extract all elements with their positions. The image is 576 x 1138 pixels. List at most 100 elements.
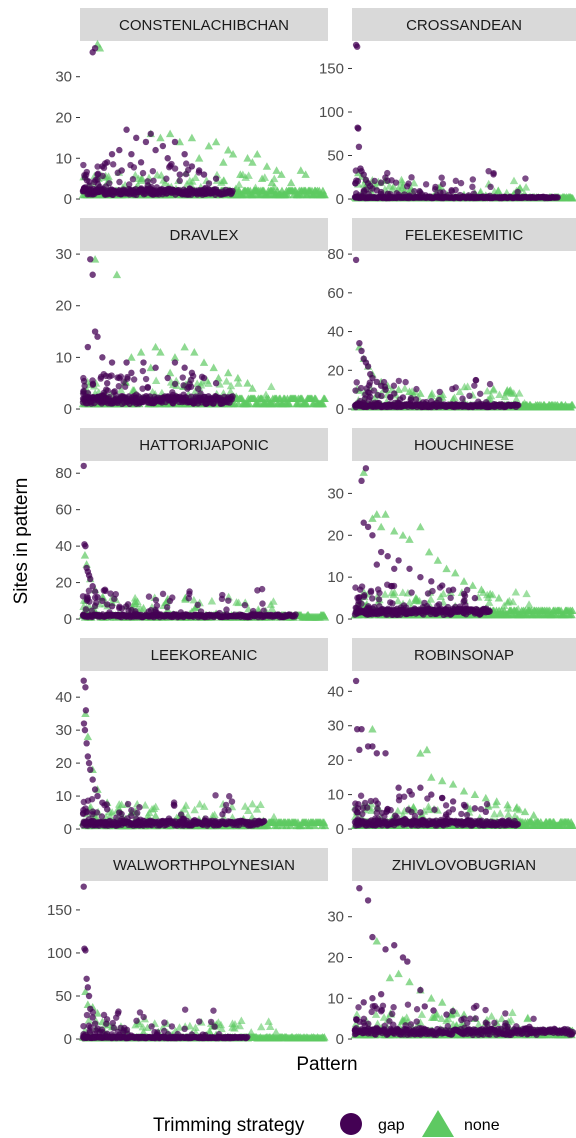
point-none (136, 604, 145, 613)
point-none (450, 393, 459, 402)
point-none (234, 180, 244, 188)
point-none (245, 399, 254, 408)
point-gap (374, 586, 382, 593)
point-gap (180, 391, 187, 398)
point-gap (375, 596, 383, 603)
point-gap (448, 187, 455, 194)
point-gap (360, 593, 368, 600)
point-gap (216, 609, 223, 617)
y-tick-label: 60 (55, 502, 72, 519)
point-none (267, 604, 277, 612)
facet-strip-label: CONSTENLACHIBCHAN (119, 17, 289, 34)
y-tick-label: 40 (327, 683, 344, 700)
point-none (269, 597, 278, 605)
point-none (80, 551, 90, 559)
point-gap (490, 169, 497, 177)
point-none (248, 158, 257, 166)
points (350, 677, 576, 829)
point-gap (466, 392, 473, 400)
y-tick-label: 10 (55, 788, 72, 805)
point-gap (412, 193, 419, 201)
point-gap (89, 377, 96, 384)
point-gap (398, 607, 405, 614)
point-gap (163, 604, 171, 611)
point-gap (436, 388, 443, 396)
point-gap (471, 382, 478, 389)
point-gap (376, 603, 383, 610)
point-none (409, 178, 419, 187)
point-gap (369, 532, 376, 539)
point-gap (355, 125, 362, 132)
point-gap (176, 177, 183, 184)
point-gap (401, 191, 408, 198)
point-gap (357, 384, 365, 392)
y-tick-label: 60 (327, 285, 344, 302)
point-gap (147, 130, 154, 137)
point-none (297, 394, 307, 403)
point-gap (88, 607, 95, 614)
point-gap (406, 565, 413, 572)
point-none (83, 732, 93, 741)
point-none (116, 385, 126, 394)
point-gap (151, 393, 158, 401)
point-gap (137, 159, 145, 166)
point-gap (403, 183, 411, 190)
point-gap (358, 347, 365, 355)
point-gap (100, 389, 108, 397)
point-none (270, 174, 279, 183)
point-gap (93, 809, 101, 816)
point-gap (116, 604, 123, 612)
point-none (233, 373, 243, 382)
point-gap (428, 578, 435, 585)
point-gap (83, 593, 91, 600)
y-tick-label: 30 (55, 722, 72, 739)
point-gap (171, 380, 179, 388)
point-gap (352, 584, 359, 591)
point-gap (80, 462, 87, 470)
point-gap (369, 595, 376, 602)
y-tick-label: 80 (55, 465, 72, 482)
point-gap (195, 167, 203, 174)
point-none (170, 353, 180, 361)
point-gap (476, 390, 484, 397)
point-gap (81, 184, 89, 191)
point-gap (353, 193, 360, 200)
points (78, 462, 330, 621)
point-gap (139, 817, 147, 824)
point-gap (417, 573, 424, 581)
point-none (191, 603, 200, 611)
point-gap (191, 816, 198, 824)
point-none (568, 193, 576, 202)
point-none (397, 183, 407, 191)
point-gap (95, 819, 103, 826)
point-gap (432, 183, 439, 191)
point-gap (212, 380, 220, 387)
point-gap (353, 604, 360, 612)
point-gap (128, 606, 135, 614)
point-none (529, 811, 538, 819)
point-gap (487, 183, 494, 191)
point-none (161, 598, 171, 606)
point-none (438, 776, 447, 785)
point-none (481, 793, 490, 802)
point-gap (81, 382, 88, 390)
point-none (136, 348, 146, 356)
point-none (320, 394, 329, 403)
point-gap (159, 590, 167, 598)
point-gap (105, 395, 112, 402)
point-gap (121, 383, 129, 390)
point-gap (93, 395, 101, 402)
point-gap (99, 354, 106, 361)
point-gap (187, 383, 195, 390)
point-gap (116, 178, 123, 186)
y-tick-label: 100 (319, 104, 344, 121)
point-gap (152, 364, 159, 371)
point-none (286, 178, 296, 187)
point-gap (128, 150, 135, 158)
point-gap (123, 126, 130, 133)
point-gap (514, 821, 522, 828)
point-none (160, 178, 170, 187)
point-gap (362, 391, 369, 398)
point-gap (360, 187, 368, 194)
